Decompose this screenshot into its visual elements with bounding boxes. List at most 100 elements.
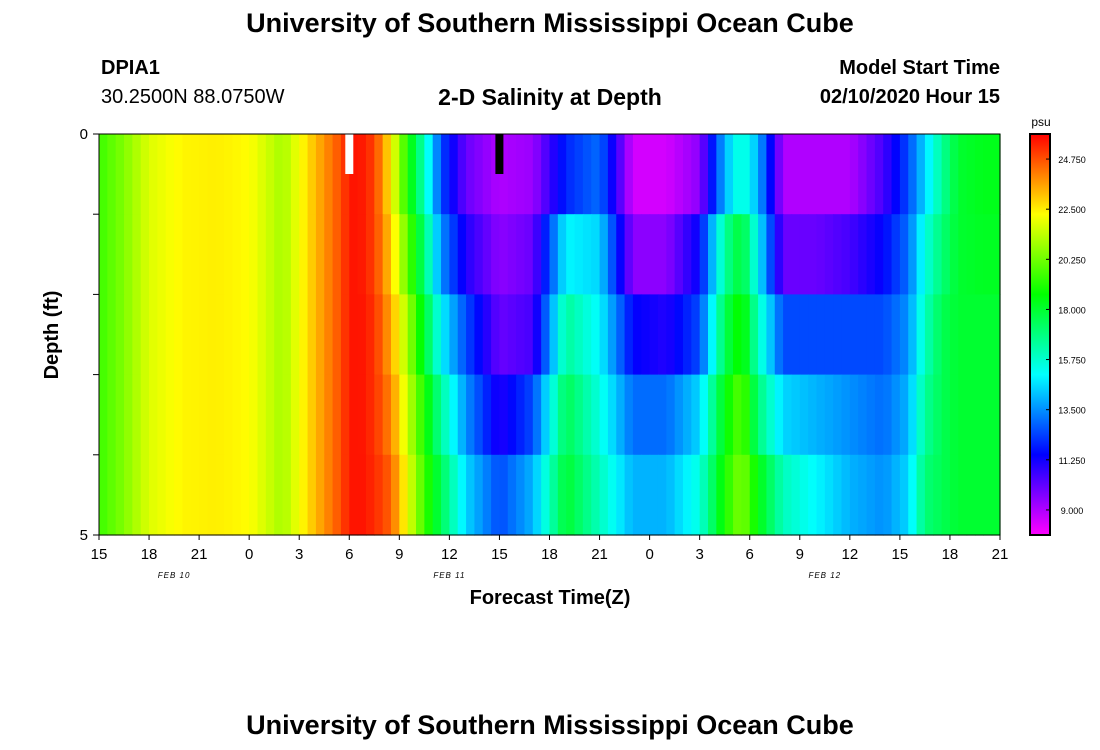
heatmap-cell — [908, 454, 918, 536]
heatmap-cell — [416, 294, 425, 376]
heatmap-cell — [674, 454, 684, 536]
heatmap-cell — [799, 214, 809, 295]
heatmap-cell — [232, 134, 242, 215]
heatmap-cell — [966, 214, 976, 295]
heatmap-cell — [332, 134, 342, 215]
x-tick-label: 12 — [441, 546, 458, 563]
heatmap-cell — [749, 134, 759, 215]
heatmap-cell — [215, 134, 225, 215]
heatmap-cell — [816, 294, 826, 376]
heatmap-cell — [124, 214, 133, 295]
heatmap-cell — [207, 214, 217, 295]
heatmap-cell — [107, 454, 117, 536]
heatmap-cell — [858, 374, 868, 456]
heatmap-cell — [549, 294, 559, 376]
heatmap-cell — [390, 374, 400, 456]
heatmap-cell — [883, 214, 893, 295]
heatmap-cell — [207, 294, 217, 376]
heatmap-cell — [949, 374, 959, 456]
heatmap-cell — [958, 374, 968, 456]
heatmap-cell — [841, 454, 851, 536]
heatmap-cell — [224, 214, 234, 295]
heatmap-cell — [741, 214, 751, 295]
heatmap-cell — [924, 294, 934, 376]
heatmap-cell — [774, 374, 784, 456]
heatmap-cell — [224, 294, 234, 376]
heatmap-cell — [824, 214, 834, 295]
heatmap-cell — [324, 454, 334, 536]
heatmap-cell — [616, 214, 626, 295]
heatmap-cell — [407, 374, 417, 456]
heatmap-cell — [99, 454, 108, 536]
heatmap-cell — [624, 294, 634, 376]
heatmap-cell — [941, 454, 951, 536]
heatmap-cell — [791, 454, 801, 536]
heatmap-cell — [716, 214, 726, 295]
heatmap-cell — [124, 454, 133, 536]
heatmap-cell — [382, 374, 392, 456]
heatmap-cell — [616, 294, 626, 376]
heatmap-cell — [290, 294, 300, 376]
heatmap-cell — [140, 214, 150, 295]
heatmap-cell — [532, 454, 542, 536]
heatmap-cell — [699, 454, 709, 536]
heatmap-cell — [466, 134, 476, 215]
heatmap-cell — [966, 454, 976, 536]
heatmap-cell — [115, 294, 125, 376]
heatmap-cell — [641, 214, 651, 295]
heatmap-cell — [299, 134, 309, 215]
heatmap-cell — [491, 214, 501, 295]
heatmap-cell — [866, 374, 876, 456]
heatmap-cell — [140, 294, 150, 376]
heatmap-cell — [249, 214, 259, 295]
heatmap-cell — [165, 134, 175, 215]
heatmap-cell — [691, 214, 701, 295]
heatmap-cell — [349, 374, 359, 456]
heatmap-cell — [282, 214, 292, 295]
heatmap-cell — [883, 454, 893, 536]
heatmap-cell — [866, 454, 876, 536]
heatmap-cell — [115, 134, 125, 215]
x-tick-label: 21 — [992, 546, 1009, 563]
heatmap-cell — [632, 214, 642, 295]
heatmap-cell — [557, 294, 567, 376]
heatmap-cell — [833, 374, 843, 456]
heatmap-cell — [207, 134, 217, 215]
heatmap-cell — [716, 454, 726, 536]
heatmap-cell — [240, 454, 250, 536]
heatmap-cell — [149, 134, 158, 215]
heatmap-cell — [416, 134, 425, 215]
heatmap-cell — [407, 214, 417, 295]
heatmap-cell — [165, 454, 175, 536]
heatmap-cell — [315, 294, 325, 376]
heatmap-cell — [632, 454, 642, 536]
heatmap-cell — [524, 214, 534, 295]
x-tick-label: 0 — [245, 546, 253, 563]
heatmap-cell — [858, 454, 868, 536]
heatmap-cell — [616, 374, 626, 456]
heatmap-cell — [716, 294, 726, 376]
colorbar-tick-label: 9.000 — [1061, 506, 1084, 516]
heatmap-cell — [624, 134, 634, 215]
heatmap-cell — [733, 214, 742, 295]
heatmap-cell — [666, 134, 676, 215]
heatmap-cell — [124, 134, 133, 215]
heatmap-cell — [691, 294, 701, 376]
heatmap-cell — [416, 454, 425, 536]
heatmap-cell — [766, 214, 776, 295]
heatmap-cell — [908, 214, 918, 295]
heatmap-cell — [315, 134, 325, 215]
x-tick-label: 15 — [892, 546, 909, 563]
heatmap-cell — [774, 454, 784, 536]
heatmap-cell — [557, 374, 567, 456]
colorbar-tick-label: 11.250 — [1059, 456, 1086, 466]
heatmap-cell — [966, 374, 976, 456]
heatmap-cell — [699, 294, 709, 376]
heatmap-cell — [365, 214, 375, 295]
heatmap-cell — [165, 294, 175, 376]
heatmap-cell — [357, 214, 367, 295]
heatmap-cell — [382, 214, 392, 295]
heatmap-cell — [532, 134, 542, 215]
heatmap-cell — [582, 454, 592, 536]
heatmap-cell — [799, 294, 809, 376]
